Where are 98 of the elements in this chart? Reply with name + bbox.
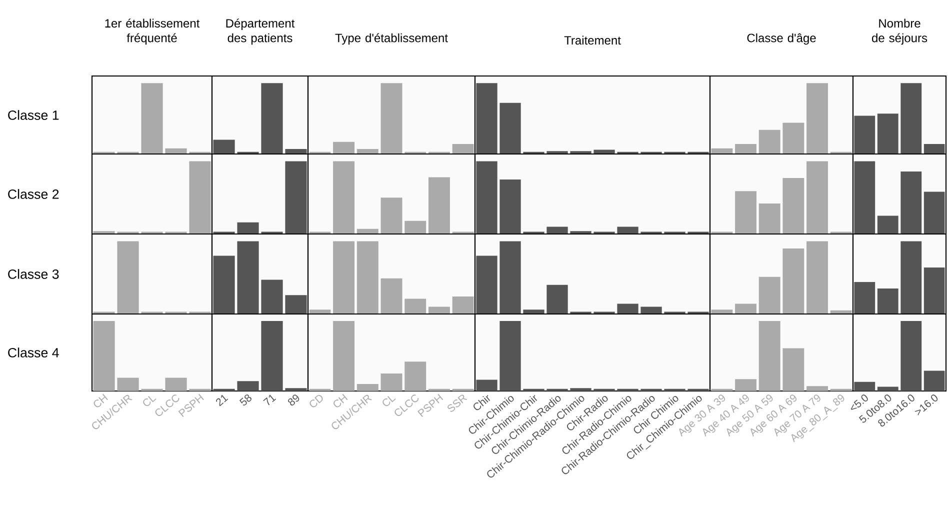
bar <box>546 226 568 234</box>
bar <box>380 83 402 154</box>
bar <box>782 178 804 234</box>
chart-title: Département des patients <box>226 18 295 45</box>
x-tick-label: CL <box>382 396 396 406</box>
bar <box>333 320 355 391</box>
bar <box>261 83 283 154</box>
x-tick-label: 58 <box>239 394 252 406</box>
bar <box>333 161 355 234</box>
bar <box>806 161 828 234</box>
bar <box>924 370 945 391</box>
bar <box>735 379 756 391</box>
bar <box>213 140 235 154</box>
bar <box>877 216 898 234</box>
bar <box>758 320 780 391</box>
chart-title: Classe d'âge <box>747 33 816 45</box>
y-axis-title: Classe 2 <box>8 189 59 199</box>
bar <box>735 191 756 234</box>
bar <box>500 102 521 154</box>
bar <box>877 114 898 154</box>
bar <box>900 320 922 391</box>
bar <box>594 150 615 154</box>
bar <box>782 348 804 391</box>
bar <box>356 241 378 314</box>
chart-title: 1er établissement fréquenté <box>105 18 200 45</box>
chart-title: Traitement <box>564 36 621 45</box>
x-tick-label: 21 <box>216 394 228 406</box>
bar <box>900 83 922 154</box>
y-axis-title: Classe 3 <box>8 269 59 279</box>
bar <box>285 295 307 314</box>
bar <box>617 304 638 314</box>
bar <box>735 304 756 314</box>
x-tick-label: SSR <box>448 394 468 412</box>
bar <box>476 83 498 154</box>
bar <box>877 386 898 391</box>
bar <box>237 241 259 314</box>
bar <box>758 203 780 234</box>
y-axis-title: Classe 1 <box>8 110 59 120</box>
bar <box>380 373 402 391</box>
bar <box>546 284 568 314</box>
bar <box>924 267 945 314</box>
x-tick-label: CD <box>310 395 323 408</box>
bar <box>900 171 922 234</box>
bar <box>782 248 804 314</box>
bar <box>546 151 568 154</box>
bar <box>924 144 945 154</box>
bar <box>428 306 450 314</box>
bar <box>476 161 498 234</box>
bar <box>877 288 898 314</box>
bar <box>333 241 355 314</box>
bar <box>285 388 307 391</box>
bar <box>570 388 592 391</box>
y-axis-title: Classe 4 <box>8 348 59 358</box>
bar <box>806 83 828 154</box>
bar <box>404 298 426 314</box>
bar <box>758 276 780 314</box>
bar <box>452 144 474 154</box>
bar <box>924 192 945 234</box>
bar <box>711 310 733 314</box>
bar <box>854 282 876 314</box>
bar <box>237 381 259 391</box>
bar <box>428 177 450 234</box>
bar <box>806 241 828 314</box>
x-tick-label: 71 <box>263 394 276 406</box>
bar <box>380 278 402 314</box>
bar <box>404 362 426 391</box>
bar <box>854 161 876 234</box>
bar <box>309 310 331 314</box>
bar <box>854 116 876 154</box>
bar <box>404 220 426 234</box>
bar <box>356 149 378 154</box>
bar <box>261 280 283 314</box>
bar <box>380 198 402 234</box>
bar <box>500 320 521 391</box>
bar <box>500 179 521 234</box>
bar <box>500 241 521 314</box>
bar <box>782 122 804 154</box>
bar <box>854 382 876 391</box>
bar <box>617 226 638 234</box>
bar <box>900 241 922 314</box>
bar <box>476 380 498 391</box>
bar <box>333 142 355 154</box>
bar <box>735 144 756 154</box>
bar <box>261 320 283 391</box>
bar <box>285 149 307 154</box>
bar <box>806 386 828 391</box>
bar <box>213 256 235 314</box>
bar <box>452 296 474 314</box>
bar <box>758 130 780 154</box>
bar <box>570 151 592 154</box>
x-tick-label: CL <box>143 396 156 406</box>
chart-title: Nombre de séjours <box>872 18 928 45</box>
bar <box>640 306 662 314</box>
x-tick-label: 89 <box>288 394 300 406</box>
bar <box>523 310 544 314</box>
bar <box>476 256 498 314</box>
bar <box>356 384 378 391</box>
chart-title: Type d'établissement <box>335 33 448 45</box>
